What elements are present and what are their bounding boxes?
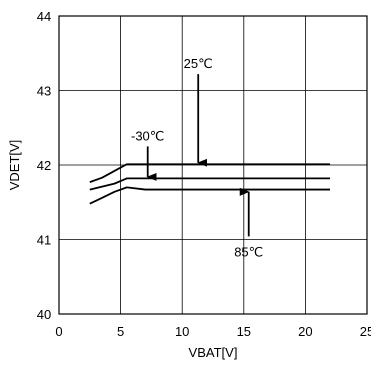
annotation-label: -30℃	[131, 128, 164, 143]
y-tick-label: 43	[37, 84, 51, 99]
x-tick-label: 15	[237, 324, 251, 339]
series-line-3	[89, 186, 331, 205]
x-tick-label: 0	[55, 324, 62, 339]
y-tick-label: 40	[37, 307, 51, 322]
series-line-1	[89, 163, 331, 183]
y-tick-label: 44	[37, 9, 51, 24]
series-layer	[89, 163, 331, 205]
y-axis-label: VDET[V]	[7, 140, 22, 191]
y-tick-label: 41	[37, 233, 51, 248]
annotation-label: 85℃	[234, 244, 263, 259]
annotation-label: 25℃	[184, 56, 213, 71]
x-axis-label: VBAT[V]	[189, 345, 238, 360]
series-line-2	[89, 177, 331, 191]
annotations: 25℃ -30℃ 85℃	[131, 56, 263, 259]
y-tick-label: 42	[37, 158, 51, 173]
x-tick-label: 20	[298, 324, 312, 339]
x-tick-label: 25	[360, 324, 371, 339]
x-tick-labels: 0 5 10 15 20 25	[55, 324, 371, 339]
y-tick-labels: 40 41 42 43 44	[37, 9, 51, 322]
plot-frame	[58, 15, 368, 315]
x-tick-label: 10	[175, 324, 189, 339]
x-tick-label: 5	[117, 324, 124, 339]
